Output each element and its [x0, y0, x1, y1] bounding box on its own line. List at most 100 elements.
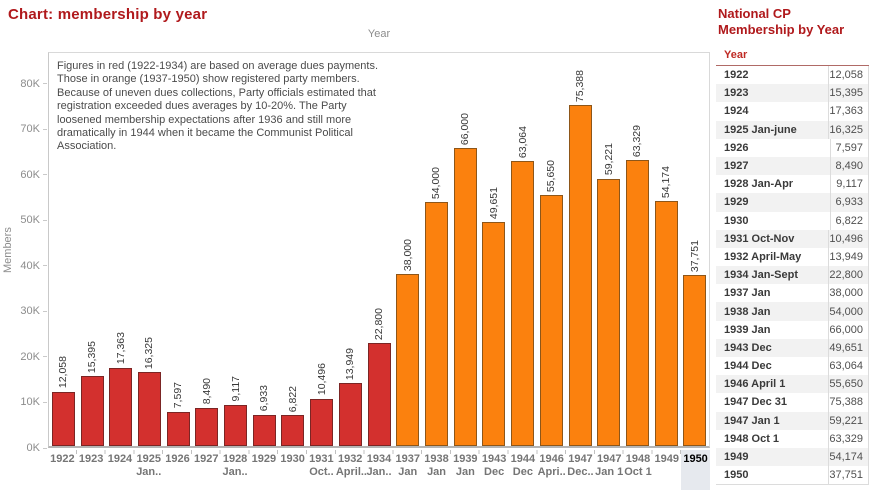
bar-1934-jan[interactable] — [367, 343, 391, 446]
table-row-1946april1[interactable]: 1946 April 1 55,650 — [716, 375, 869, 394]
bar-1944-dec[interactable] — [511, 161, 535, 446]
table-row-1924[interactable]: 1924 17,363 — [716, 102, 869, 121]
x-axis-label-1928-jan[interactable]: 1928 Jan.. — [221, 450, 250, 490]
bar-1947-jan1[interactable] — [597, 178, 621, 446]
bar-1929[interactable] — [252, 414, 276, 446]
x-axis-label-1929[interactable]: 1929 — [249, 450, 278, 490]
bar-1922[interactable] — [51, 391, 75, 446]
table-row-1944dec[interactable]: 1944 Dec 63,064 — [716, 357, 869, 376]
bar-1948-oct1[interactable] — [625, 159, 649, 446]
x-axis-label-1932-april[interactable]: 1932 April.. — [336, 450, 367, 490]
x-axis-label-1937-jan[interactable]: 1937 Jan — [393, 450, 422, 490]
x-axis-label-1947-jan1[interactable]: 1947 Jan 1 — [595, 450, 624, 490]
bar-1927[interactable] — [195, 407, 219, 446]
table-row-1934jansept[interactable]: 1934 Jan-Sept 22,800 — [716, 266, 869, 285]
table-cell-year: 1932 April-May — [724, 250, 802, 263]
table-row-1950[interactable]: 1950 37,751 — [716, 466, 869, 485]
table-row-1949[interactable]: 1949 54,174 — [716, 447, 869, 467]
bar-chart: Year Members 0K 10K 20K 30K 40K 50K 60K 70K 80K … — [2, 28, 710, 490]
table-row-1937jan[interactable]: 1937 Jan 38,000 — [716, 284, 869, 303]
x-axis-label-sub: Dec — [484, 465, 505, 478]
table-row-1939jan[interactable]: 1939 Jan 66,000 — [716, 320, 869, 339]
x-axis-label-1934-jan[interactable]: 1934 Jan.. — [365, 450, 394, 490]
bar-1943-dec[interactable] — [482, 221, 506, 446]
x-axis-label-1931-oct[interactable]: 1931 Oct.. — [307, 450, 336, 490]
table-cell-year: 1948 Oct 1 — [724, 432, 780, 445]
table-row-1938jan[interactable]: 1938 Jan 54,000 — [716, 302, 869, 321]
table-cell-value: 55,650 — [828, 375, 869, 394]
table-row-1930[interactable]: 1930 6,822 — [716, 211, 869, 230]
y-axis-tick-mark — [43, 356, 47, 358]
x-axis-label-1938-jan[interactable]: 1938 Jan — [422, 450, 451, 490]
bar-slot-1937-jan: 38,000 — [393, 53, 422, 446]
bar-1947-dec[interactable] — [568, 105, 592, 446]
table-cell-year: 1946 April 1 — [724, 378, 786, 391]
table-cell-value: 6,933 — [830, 193, 869, 212]
bar-value-label-1928-jan: 9,117 — [229, 376, 242, 402]
y-axis-tick-label: 30K — [20, 305, 40, 318]
bar-1928-jan[interactable] — [224, 404, 248, 446]
table-row-1931octnov[interactable]: 1931 Oct-Nov 10,496 — [716, 229, 869, 248]
table-row-1926[interactable]: 1926 7,597 — [716, 138, 869, 157]
table-row-1948oct1[interactable]: 1948 Oct 1 63,329 — [716, 429, 869, 448]
x-axis-label-1924[interactable]: 1924 — [106, 450, 135, 490]
bar-value-label-1947-jan1: 59,221 — [602, 143, 615, 176]
bar-1925-jan[interactable] — [137, 372, 161, 446]
x-axis-label-year: 1938 — [424, 453, 449, 465]
bar-slot-1939-jan: 66,000 — [451, 53, 480, 446]
x-axis-label-year: 1922 — [50, 453, 75, 465]
table-row-1947dec31[interactable]: 1947 Dec 31 75,388 — [716, 393, 869, 412]
table-row-1929[interactable]: 1929 6,933 — [716, 193, 869, 212]
x-axis-label-1922[interactable]: 1922 — [48, 450, 77, 490]
table-row-1927[interactable]: 1927 8,490 — [716, 156, 869, 176]
bar-1937-jan[interactable] — [396, 274, 420, 446]
bar-1946-apri[interactable] — [539, 194, 563, 446]
bar-slot-1934-jan: 22,800 — [365, 53, 394, 446]
table-row-1923[interactable]: 1923 15,395 — [716, 84, 869, 103]
table-row-1928janapr[interactable]: 1928 Jan-Apr 9,117 — [716, 175, 869, 194]
x-axis-label-sub: Jan.. — [136, 465, 162, 478]
x-axis-label-year: 1948 — [625, 453, 651, 465]
x-axis-label-1950[interactable]: 1950 — [681, 450, 710, 490]
bar-1924[interactable] — [109, 367, 133, 446]
x-axis-label-1946-apri[interactable]: 1946 Apri.. — [537, 450, 566, 490]
plot-area: 12,058 15,395 17,363 16,325 7,597 8,490 9,117 6… — [48, 52, 710, 448]
y-axis-tick-label: 50K — [20, 214, 40, 227]
bar-1930[interactable] — [281, 415, 305, 446]
x-axis-label-1947-dec[interactable]: 1947 Dec.. — [566, 450, 595, 490]
table-row-1922[interactable]: 1922 12,058 — [716, 66, 869, 85]
table-cell-value: 17,363 — [828, 102, 869, 121]
bar-1932-april[interactable] — [338, 383, 362, 446]
table-row-1925janjune[interactable]: 1925 Jan-june 16,325 — [716, 120, 869, 139]
table-row-1932aprilmay[interactable]: 1932 April-May 13,949 — [716, 247, 869, 267]
bar-1949[interactable] — [654, 201, 678, 446]
x-axis-label-1948-oct1[interactable]: 1948 Oct 1 — [624, 450, 653, 490]
membership-table: Year 1922 12,058 1923 15,395 1924 17,363 1925 … — [716, 46, 869, 486]
bar-1939-jan[interactable] — [453, 147, 477, 446]
bar-1931-oct[interactable] — [310, 398, 334, 446]
table-cell-year: 1931 Oct-Nov — [724, 232, 795, 245]
table-row-1947jan1[interactable]: 1947 Jan 1 59,221 — [716, 411, 869, 430]
x-axis-label-1927[interactable]: 1927 — [192, 450, 221, 490]
x-axis-label-year: 1926 — [165, 453, 190, 465]
bar-value-label-1947-dec: 75,388 — [574, 70, 586, 103]
table-row-1943dec[interactable]: 1943 Dec 49,651 — [716, 338, 869, 357]
x-axis-label-1926[interactable]: 1926 — [163, 450, 192, 490]
x-axis-label-1943-dec[interactable]: 1943 Dec — [480, 450, 509, 490]
table-column-header-year[interactable]: Year — [716, 46, 869, 66]
bar-1926[interactable] — [166, 411, 190, 446]
bar-1950[interactable] — [683, 275, 707, 446]
x-axis-label-1923[interactable]: 1923 — [77, 450, 106, 490]
bar-slot-1932-april: 13,949 — [336, 53, 365, 446]
bar-1938-jan[interactable] — [424, 202, 448, 446]
x-axis-label-1925-jan[interactable]: 1925 Jan.. — [134, 450, 163, 490]
x-axis-label-1944-dec[interactable]: 1944 Dec — [509, 450, 538, 490]
bar-slot-1927: 8,490 — [193, 53, 222, 446]
x-axis-label-1939-jan[interactable]: 1939 Jan — [451, 450, 480, 490]
bar-1923[interactable] — [80, 376, 104, 446]
chart-annotation: Figures in red (1922-1934) are based on … — [57, 60, 379, 153]
x-axis-label-1949[interactable]: 1949 — [652, 450, 681, 490]
x-axis-label-sub: Apri.. — [537, 465, 566, 478]
bar-value-label-1925-jan: 16,325 — [143, 337, 156, 370]
x-axis-label-1930[interactable]: 1930 — [278, 450, 307, 490]
